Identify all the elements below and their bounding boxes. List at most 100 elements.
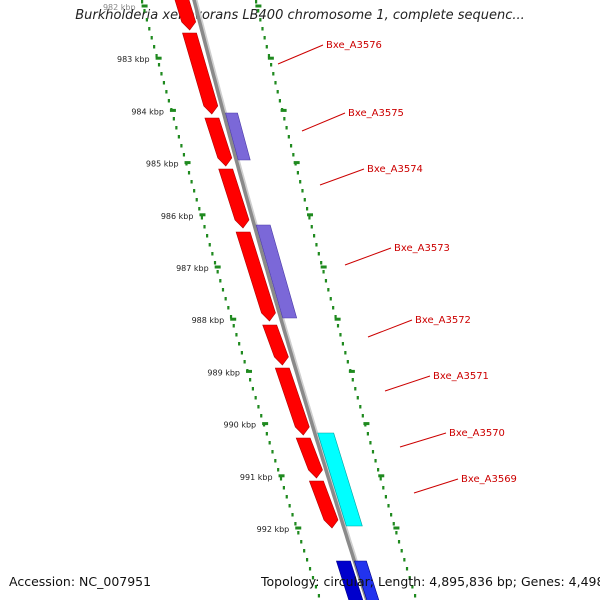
kbp-tick-label: 983 kbp (117, 55, 150, 64)
outer-dotted-track (382, 486, 385, 490)
inner-dotted-track (277, 468, 280, 472)
outer-dotted-track (301, 189, 304, 193)
outer-dotted-track (283, 117, 286, 121)
inner-dotted-track (317, 594, 321, 598)
gene-leader-line (367, 319, 413, 338)
outer-major-tick (348, 369, 355, 373)
cds-arrow (235, 231, 276, 322)
outer-major-tick (280, 108, 287, 112)
inner-dotted-track (257, 405, 260, 409)
gene-leader-line (413, 478, 459, 494)
kbp-major-tick (199, 213, 206, 217)
inner-dotted-track (157, 63, 161, 67)
outer-dotted-track (255, 0, 258, 4)
inner-dotted-track (150, 36, 153, 40)
feature-block-purple (255, 224, 298, 319)
outer-dotted-track (411, 585, 414, 589)
outer-dotted-track (397, 540, 401, 544)
cds-arrow (274, 367, 310, 436)
kbp-major-tick (184, 161, 191, 165)
outer-dotted-track (308, 216, 311, 220)
inner-dotted-track (235, 333, 238, 337)
inner-dotted-track (254, 396, 257, 400)
outer-dotted-track (387, 504, 390, 508)
outer-dotted-track (303, 198, 306, 202)
outer-dotted-track (369, 441, 372, 445)
kbp-major-tick (278, 474, 285, 478)
inner-dotted-track (211, 252, 214, 256)
gene-leader-line (384, 375, 431, 392)
inner-dotted-track (224, 297, 227, 301)
inner-dotted-track (213, 261, 217, 265)
genes-label: Genes: (520, 574, 565, 589)
gene-leader-line (277, 44, 324, 65)
accession-value: NC_007951 (79, 574, 152, 589)
inner-dotted-track (165, 90, 168, 94)
inner-dotted-track (187, 171, 191, 175)
outer-dotted-track (395, 531, 398, 535)
kbp-major-tick (214, 265, 221, 269)
inner-dotted-track (172, 117, 175, 121)
kbp-tick-label: 982 kbp (103, 3, 136, 12)
inner-dotted-track (265, 432, 268, 436)
outer-dotted-track (356, 396, 359, 400)
kbp-major-tick (262, 422, 269, 426)
inner-dotted-track (300, 540, 303, 544)
kbp-tick-label: 992 kbp (257, 525, 290, 534)
outer-dotted-track (278, 99, 282, 103)
inner-dotted-track (206, 234, 209, 238)
kbp-tick-label: 985 kbp (146, 160, 179, 169)
outer-dotted-track (351, 378, 354, 382)
outer-dotted-track (315, 243, 318, 247)
outer-dotted-track (371, 450, 375, 454)
inner-dotted-track (167, 99, 170, 103)
outer-dotted-track (384, 495, 388, 499)
inner-dotted-track (294, 522, 297, 526)
kbp-tick-label: 991 kbp (240, 473, 273, 482)
outer-dotted-track (306, 207, 309, 211)
gene-label: Bxe_A3574 (367, 164, 423, 175)
outer-dotted-track (292, 153, 295, 157)
outer-dotted-track (289, 144, 293, 148)
kbp-tick-label: 990 kbp (224, 421, 257, 430)
inner-dotted-track (282, 486, 285, 490)
outer-major-tick (293, 161, 300, 165)
inner-dotted-track (260, 414, 263, 418)
outer-dotted-track (265, 45, 268, 49)
inner-dotted-track (251, 387, 254, 391)
inner-dotted-track (232, 324, 235, 328)
cds-arrow (295, 437, 323, 479)
inner-dotted-track (148, 27, 151, 31)
outer-major-tick (334, 317, 341, 321)
inner-dotted-track (288, 504, 291, 508)
outer-major-tick (393, 526, 400, 530)
outer-dotted-track (270, 63, 273, 67)
inner-dotted-track (271, 450, 274, 454)
outer-dotted-track (285, 126, 288, 130)
inner-dotted-track (198, 207, 201, 211)
outer-dotted-track (346, 360, 349, 364)
gene-label: Bxe_A3570 (449, 428, 505, 439)
kbp-tick-label: 987 kbp (176, 264, 209, 273)
inner-dotted-track (221, 288, 225, 292)
inner-dotted-track (177, 135, 180, 139)
gene-label: Bxe_A3569 (461, 474, 517, 485)
cds-arrow (204, 117, 233, 167)
inner-dotted-track (227, 306, 230, 310)
outer-dotted-track (287, 135, 290, 139)
outer-major-tick (255, 4, 262, 8)
outer-dotted-track (377, 468, 380, 472)
inner-dotted-track (291, 513, 294, 517)
outer-dotted-track (299, 180, 302, 184)
outer-dotted-track (324, 279, 328, 283)
length-value: 4,895,836 bp (429, 574, 513, 589)
gene-label: Bxe_A3573 (394, 243, 450, 254)
inner-dotted-track (305, 558, 309, 562)
outer-dotted-track (344, 351, 347, 355)
inner-dotted-track (153, 45, 156, 49)
topology-value: circular (323, 574, 370, 589)
outer-dotted-track (392, 522, 395, 526)
outer-dotted-track (317, 252, 320, 256)
feature-block-cyan (317, 432, 363, 527)
